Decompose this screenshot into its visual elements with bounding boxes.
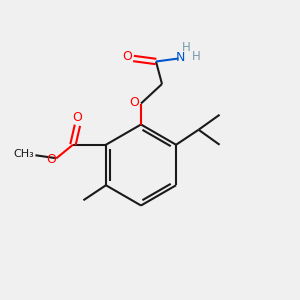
Text: H: H	[191, 50, 200, 64]
Text: O: O	[73, 111, 82, 124]
Text: O: O	[46, 153, 56, 166]
Text: O: O	[122, 50, 132, 64]
Text: CH₃: CH₃	[14, 149, 34, 159]
Text: H: H	[182, 40, 191, 54]
Text: O: O	[130, 96, 139, 110]
Text: N: N	[176, 51, 185, 64]
